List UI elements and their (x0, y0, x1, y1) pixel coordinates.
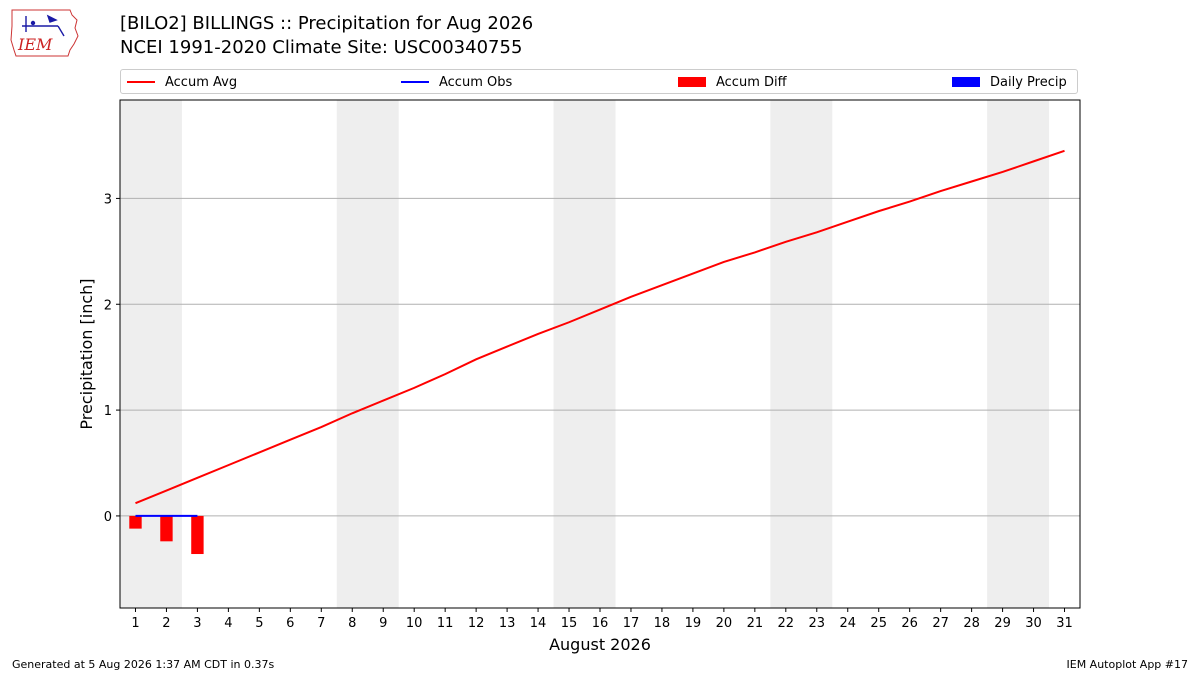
y-tick-label: 0 (104, 510, 112, 525)
line-layer (135, 149, 1065, 517)
legend-swatch-accum-avg (127, 81, 155, 83)
x-tick-label: 9 (379, 616, 387, 631)
legend-item-accum-obs: Accum Obs (401, 73, 512, 91)
weekend-band (336, 100, 399, 608)
iowa-state-outline (10, 9, 79, 57)
x-tick-label: 16 (592, 616, 609, 631)
accum-diff-bar (160, 515, 173, 542)
x-tick-label: 20 (716, 616, 733, 631)
legend-item-accum-avg: Accum Avg (127, 73, 237, 91)
x-tick-label: 24 (839, 616, 856, 631)
x-tick-label: 13 (499, 616, 516, 631)
x-tick-label: 10 (406, 616, 423, 631)
x-tick-label: 22 (778, 616, 795, 631)
x-tick-label: 8 (348, 616, 356, 631)
x-tick-label: 31 (1056, 616, 1073, 631)
x-tick-label: 19 (685, 616, 702, 631)
x-tick-label: 1 (131, 616, 139, 631)
x-tick-label: 25 (870, 616, 887, 631)
accum-diff-bar (129, 515, 142, 529)
x-tick-label: 29 (994, 616, 1011, 631)
legend-label-accum-obs: Accum Obs (439, 74, 513, 90)
legend-swatch-daily-precip (952, 77, 980, 87)
x-tick-label: 21 (747, 616, 764, 631)
accum-diff-bar (191, 515, 204, 555)
x-tick-label: 12 (468, 616, 485, 631)
legend-swatch-accum-obs (401, 81, 429, 83)
legend-label-daily-precip: Daily Precip (990, 74, 1067, 90)
x-tick-label: 11 (437, 616, 454, 631)
x-tick-label: 3 (193, 616, 201, 631)
chart-subtitle: NCEI 1991-2020 Climate Site: USC00340755 (120, 37, 523, 58)
weekend-band (770, 100, 833, 608)
y-axis-label: Precipitation [inch] (77, 278, 96, 429)
legend-item-accum-diff: Accum Diff (678, 73, 787, 91)
bar-layer (129, 515, 204, 555)
accum-avg-line (135, 149, 1065, 505)
x-tick-label: 23 (809, 616, 826, 631)
iem-logo: IEM (10, 9, 79, 57)
y-tick-label: 1 (104, 404, 112, 419)
x-tick-label: 30 (1025, 616, 1042, 631)
x-tick-label: 2 (162, 616, 170, 631)
legend-label-accum-diff: Accum Diff (716, 74, 787, 90)
x-tick-label: 14 (530, 616, 547, 631)
y-tick-label: 2 (104, 298, 112, 313)
x-tick-label: 17 (623, 616, 640, 631)
x-tick-label: 4 (224, 616, 232, 631)
x-tick-label: 15 (561, 616, 578, 631)
legend-item-daily-precip: Daily Precip (952, 73, 1067, 91)
footer-app-text: IEM Autoplot App #17 (1066, 658, 1189, 671)
logo-text: IEM (17, 35, 53, 54)
x-tick-label: 27 (932, 616, 949, 631)
chart-title: [BILO2] BILLINGS :: Precipitation for Au… (120, 13, 534, 34)
legend-label-accum-avg: Accum Avg (165, 74, 238, 90)
x-tick-label: 7 (317, 616, 325, 631)
chart-legend: Accum Avg Accum Obs Accum Diff Daily Pre… (120, 69, 1078, 94)
x-tick-label: 28 (963, 616, 980, 631)
x-tick-label: 26 (901, 616, 918, 631)
x-tick-label: 6 (286, 616, 294, 631)
x-tick-label: 18 (654, 616, 671, 631)
y-tick-label: 3 (104, 192, 112, 207)
weekend-shading-layer (120, 100, 1050, 608)
weekend-band (553, 100, 616, 608)
x-axis-label: August 2026 (549, 635, 651, 654)
x-tick-label: 5 (255, 616, 263, 631)
legend-swatch-accum-diff (678, 77, 706, 87)
weather-station-icon (22, 14, 65, 37)
weekend-band (987, 100, 1050, 608)
footer-generated-text: Generated at 5 Aug 2026 1:37 AM CDT in 0… (12, 658, 275, 671)
